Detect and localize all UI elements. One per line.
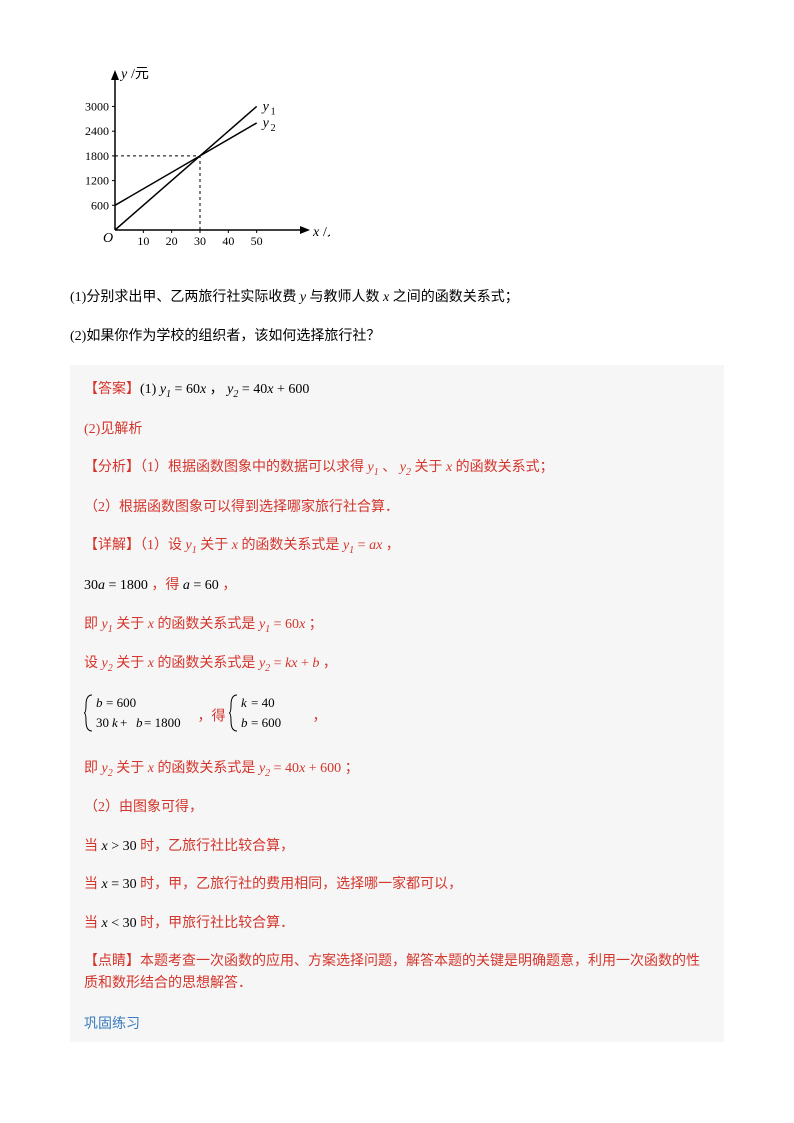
svg-text:10: 10 [137,234,149,248]
brace-end: ， [313,710,327,725]
svg-text:= 600: = 600 [251,715,281,730]
svg-text:= 40: = 40 [251,695,275,710]
question-1: (1)分别求出甲、乙两旅行社实际收费 y 与教师人数 x 之间的函数关系式； [70,287,724,308]
svg-text:y: y [261,99,270,114]
svg-text:k: k [241,695,247,710]
detail-line-h: 当 x = 30 时，甲，乙旅行社的费用相同，选择哪一家都可以， [84,874,710,896]
svg-text:30: 30 [96,715,109,730]
question-2: (2)如果你作为学校的组织者，该如何选择旅行社？ [70,326,724,347]
detail-label: 【详解】 [84,538,140,553]
svg-text:b: b [136,715,143,730]
svg-text:/人: /人 [323,224,330,240]
svg-text:40: 40 [222,234,234,248]
detail-line-braces: b = 600 30k + b = 1800 ，得 k = 40 b = 600… [84,693,710,741]
svg-text:b: b [96,695,103,710]
svg-text:1: 1 [271,106,276,117]
svg-text:20: 20 [166,234,178,248]
svg-text:= 600: = 600 [106,695,136,710]
svg-text:+: + [120,715,127,730]
svg-text:2: 2 [271,123,276,134]
detail-line-d: 设 y2 关于 x 的函数关系式是 y2 = kx + b ， [84,653,710,677]
analysis-line-1: 【分析】（1）根据函数图象中的数据可以求得 y1 、 y2 关于 x 的函数关系… [84,457,710,481]
svg-text:b: b [241,715,248,730]
svg-text:600: 600 [91,198,109,212]
chart-figure: 60012001800240030001020304050y1y2y/元x/人O [70,60,724,265]
point-label: 【点睛】 [84,954,140,969]
detail-line-c: 即 y1 关于 x 的函数关系式是 y1 = 60x ； [84,614,710,638]
analysis-line-2: （2）根据函数图象可以得到选择哪家旅行社合算． [84,497,710,519]
svg-text:3000: 3000 [85,99,109,113]
detail-line-a: 【详解】（1）设 y1 关于 x 的函数关系式是 y1 = ax ， [84,535,710,559]
svg-text:2400: 2400 [85,124,109,138]
svg-text:50: 50 [251,234,263,248]
svg-text:1800: 1800 [85,149,109,163]
detail-line-g: 当 x > 30 时，乙旅行社比较合算， [84,836,710,858]
point-line: 【点睛】本题考查一次函数的应用、方案选择问题，解答本题的关键是明确题意，利用一次… [84,951,710,996]
answer-line-1: 【答案】(1) y1 = 60x ， y2 = 40x + 600 [84,379,710,403]
svg-text:y: y [119,67,128,82]
detail-line-f: （2）由图象可得， [84,797,710,819]
analysis-label: 【分析】 [84,460,140,475]
svg-text:= 1800: = 1800 [144,715,181,730]
svg-text:1200: 1200 [85,174,109,188]
svg-text:O: O [103,231,113,246]
brace-mid: ，得 [198,710,226,725]
detail-line-b: 30a = 1800 ，得 a = 60 ， [84,575,710,597]
detail-line-i: 当 x < 30 时，甲旅行社比较合算． [84,913,710,935]
svg-text:y: y [261,116,270,131]
point-text: 本题考查一次函数的应用、方案选择问题，解答本题的关键是明确题意，利用一次函数的性… [84,954,700,991]
svg-text:/元: /元 [131,67,149,82]
practice-heading: 巩固练习 [84,1012,710,1034]
ans1-prefix: (1) [140,382,156,397]
answer-block: 【答案】(1) y1 = 60x ， y2 = 40x + 600 (2)见解析… [70,365,724,1042]
detail-line-e: 即 y2 关于 x 的函数关系式是 y2 = 40x + 600 ； [84,758,710,782]
svg-text:k: k [112,715,118,730]
svg-text:30: 30 [194,234,206,248]
svg-text:x: x [312,225,320,240]
answer-line-2: (2)见解析 [84,419,710,441]
answer-label: 【答案】 [84,382,140,397]
